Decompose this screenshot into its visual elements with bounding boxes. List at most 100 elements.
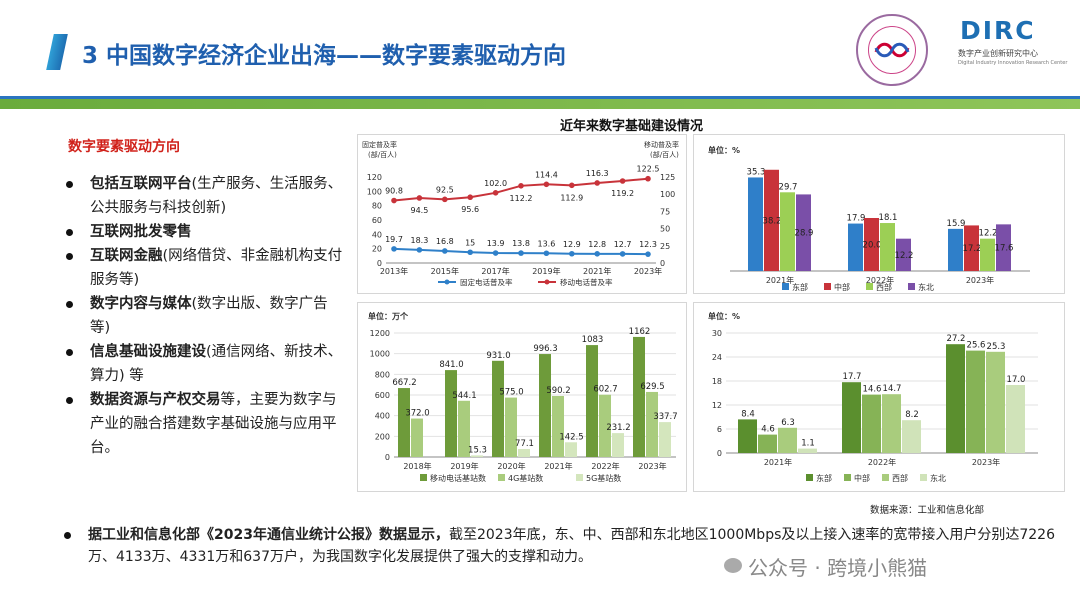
penetration-line-chart: 固定普及率(部/百人)移动普及率(部/百人)020406080100120025…	[362, 140, 679, 287]
legend-swatch	[498, 474, 505, 481]
y-tick-label: 1200	[370, 329, 390, 338]
bullet-rest: (生产服务、生活服务、公共服务与科技创新)	[90, 176, 343, 216]
data-label: 18.1	[879, 213, 898, 223]
y-tick-label: 600	[375, 391, 390, 400]
y-tick-left: 120	[367, 173, 382, 182]
bullet-bold: 互联网批发零售	[90, 224, 192, 240]
bar	[864, 218, 879, 271]
y-tick-left: 80	[372, 202, 382, 211]
data-label: 20.0	[863, 241, 882, 251]
data-label: 15.3	[468, 445, 487, 455]
data-label: 6.3	[781, 418, 795, 428]
data-label: 15.9	[947, 219, 966, 229]
legend-label: 西部	[876, 282, 892, 292]
base-station-bar-chart-panel: 单位：万个 0 200 400 600 800 1000 1200 2018年 667.2 372.…	[357, 302, 687, 492]
data-point	[467, 194, 473, 201]
bullet-item: 数字内容与媒体(数字出版、数字广告等)	[66, 292, 344, 340]
institute-seal-logo	[856, 14, 928, 86]
legend-label: 东部	[792, 282, 808, 292]
bar	[599, 394, 611, 457]
data-label: 8.2	[905, 410, 919, 420]
data-label: 590.2	[546, 386, 570, 396]
bar	[552, 396, 564, 457]
x-tick-label: 2015年	[431, 266, 459, 276]
data-label: 12.2	[979, 229, 998, 239]
bar	[505, 397, 517, 457]
legend-label: 东部	[816, 473, 832, 483]
bar	[946, 344, 965, 453]
data-label: 337.7	[653, 412, 677, 422]
bar	[964, 225, 979, 271]
bullet-bold: 互联网金融	[90, 248, 163, 264]
data-label: 12.9	[563, 240, 581, 249]
data-point	[416, 247, 423, 253]
data-label: 17.6	[995, 244, 1014, 254]
data-point	[645, 175, 651, 182]
data-label: 94.5	[410, 206, 428, 215]
figure-title: 近年来数字基础建设情况	[560, 119, 704, 134]
x-tick-label: 2019年	[450, 461, 478, 471]
left-axis-title: 固定普及率	[362, 140, 397, 149]
header-band	[0, 99, 1080, 109]
data-label: 629.5	[640, 382, 664, 392]
y-tick-left: 60	[372, 216, 382, 225]
legend-label: 5G基站数	[586, 473, 621, 483]
data-label: 13.8	[512, 239, 530, 248]
gigabit-share-bar-chart-panel: 单位：% 0 6 12 18 24 30 2021年 8.4 4.6 6.3 1.1 2022年 17.7…	[693, 302, 1065, 492]
bar	[764, 169, 779, 271]
bullet-bold: 包括互联网平台	[90, 176, 192, 192]
dirc-logo-cn: 数字产业创新研究中心	[958, 49, 1038, 58]
data-label: 15	[465, 238, 475, 247]
bar	[445, 370, 457, 457]
y-tick-right: 75	[660, 207, 670, 216]
data-label: 92.5	[436, 185, 454, 194]
y-tick-left: 40	[372, 230, 382, 239]
bar	[902, 420, 921, 453]
bullet-rest: (数字出版、数字广告等)	[90, 296, 328, 336]
data-label: 4.6	[761, 425, 775, 435]
legend-label: 移动电话基站数	[430, 473, 486, 483]
data-point	[391, 197, 397, 204]
right-axis-title: 移动普及率	[644, 140, 679, 149]
bullet-item: 数据资源与产权交易等，主要为数字与产业的融合搭建数字基础设施与应用平台。	[66, 388, 344, 460]
wechat-icon	[724, 558, 742, 573]
data-point	[391, 246, 397, 252]
data-label: 35.3	[747, 167, 766, 177]
legend-swatch	[806, 474, 813, 481]
data-label: 17.0	[1007, 375, 1026, 385]
regional-share-bar-chart: 单位：% 2021年 35.3 38.2 29.7 28.9 2022年 17.9 20.0 18…	[708, 145, 1030, 292]
data-label: 142.5	[559, 432, 583, 442]
data-label: 931.0	[486, 351, 510, 361]
legend-swatch	[866, 283, 873, 290]
legend-swatch	[844, 474, 851, 481]
legend-swatch	[908, 283, 915, 290]
penetration-line-chart-panel: 固定普及率 (部/百人) 移动普及率 (部/百人) 0 20 40 60 80 100 120 0 25…	[357, 134, 687, 294]
y-tick-label: 400	[375, 412, 390, 421]
bullet-item: 包括互联网平台(生产服务、生活服务、公共服务与科技创新)	[66, 172, 344, 220]
bullet-dot	[66, 181, 73, 188]
data-point	[518, 183, 524, 189]
y-tick-label: 200	[375, 432, 390, 441]
x-tick-label: 2023年	[966, 275, 994, 285]
bar	[896, 238, 911, 271]
footnote-bullet	[64, 532, 71, 539]
data-label: 575.0	[499, 388, 523, 398]
data-point	[543, 181, 550, 188]
data-label: 25.6	[967, 341, 986, 351]
y-tick-right: 50	[660, 225, 670, 234]
data-point	[619, 178, 626, 184]
bar	[659, 422, 671, 457]
y-tick-left: 20	[372, 245, 382, 254]
x-tick-label: 2021年	[766, 275, 794, 285]
bar	[398, 388, 410, 457]
bullet-rest: 等，主要为数字与产业的融合搭建数字基础设施与应用平台。	[90, 392, 337, 456]
bar	[842, 382, 861, 453]
x-tick-label: 2021年	[583, 266, 611, 276]
bar	[880, 223, 895, 271]
legend-label: 4G基站数	[508, 473, 543, 483]
unit-label: 单位：%	[708, 145, 740, 155]
bar	[862, 394, 881, 453]
data-label: 38.2	[763, 216, 782, 226]
data-point	[619, 251, 626, 257]
x-tick-label: 2021年	[544, 461, 572, 471]
